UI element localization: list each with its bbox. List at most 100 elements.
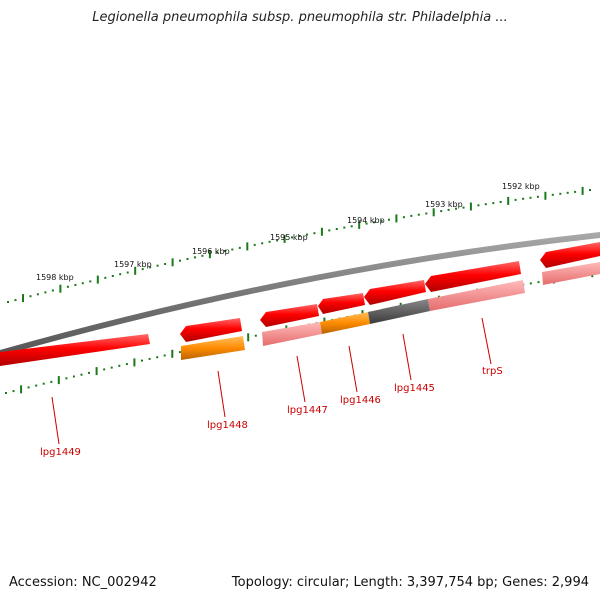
gene-trps-feature[interactable] bbox=[428, 280, 525, 311]
outer-ruler-minor-tick bbox=[29, 295, 32, 298]
outer-ruler-minor-tick bbox=[440, 210, 443, 213]
ruler-label-1598: 1598 kbp bbox=[36, 273, 74, 282]
outer-ruler-major-tick bbox=[134, 266, 137, 275]
gene-next-reverse-feature[interactable] bbox=[542, 262, 600, 285]
gene-lpg1446-forward[interactable] bbox=[318, 293, 365, 314]
outer-ruler-minor-tick bbox=[194, 256, 196, 259]
outer-ruler-minor-tick bbox=[425, 212, 428, 215]
inner-ruler-minor-tick bbox=[178, 351, 181, 354]
outer-ruler-minor-tick bbox=[335, 228, 338, 230]
outer-ruler bbox=[7, 186, 591, 303]
gene-lpg1445-forward[interactable] bbox=[364, 280, 426, 305]
genome-backbone bbox=[0, 232, 600, 356]
gene-lpg1448-feature[interactable] bbox=[181, 336, 245, 360]
inner-ruler-major-tick bbox=[171, 349, 174, 358]
outer-ruler-minor-tick bbox=[484, 203, 487, 206]
outer-ruler-minor-tick bbox=[261, 242, 264, 245]
inner-ruler-minor-tick bbox=[65, 377, 68, 380]
inner-ruler-minor-tick bbox=[110, 366, 113, 369]
gene-label-lpg1447[interactable]: lpg1447 bbox=[287, 405, 328, 416]
gene-next-forward[interactable] bbox=[540, 242, 600, 268]
outer-ruler-minor-tick bbox=[36, 293, 39, 296]
outer-ruler-minor-tick bbox=[477, 204, 480, 207]
ruler-label-1592: 1592 kbp bbox=[502, 182, 540, 191]
inner-ruler-minor-tick bbox=[118, 364, 121, 367]
accession-label: Accession: NC_002942 bbox=[9, 575, 157, 590]
outer-ruler-minor-tick bbox=[14, 299, 17, 302]
outer-ruler-minor-tick bbox=[380, 220, 383, 222]
outer-ruler-major-tick bbox=[96, 275, 99, 284]
inner-ruler-minor-tick bbox=[148, 357, 151, 360]
gene-label-lpg1446[interactable]: lpg1446 bbox=[340, 395, 381, 406]
outer-ruler-minor-tick bbox=[111, 275, 114, 277]
inner-ruler-minor-tick bbox=[254, 334, 257, 337]
outer-ruler-minor-tick bbox=[402, 216, 405, 219]
outer-ruler-minor-tick bbox=[66, 285, 69, 288]
outer-ruler-major-tick bbox=[507, 196, 510, 205]
ruler-label-1596: 1596 kbp bbox=[192, 247, 230, 256]
outer-ruler-minor-tick bbox=[514, 198, 517, 201]
outer-ruler-minor-tick bbox=[89, 280, 92, 283]
leader-lpg1447 bbox=[296, 355, 306, 403]
outer-ruler-major-tick bbox=[22, 294, 24, 303]
outer-ruler-minor-tick bbox=[492, 202, 495, 205]
gene-label-lpg1449[interactable]: lpg1449 bbox=[40, 447, 81, 458]
inner-ruler-minor-tick bbox=[50, 380, 53, 383]
outer-ruler-minor-tick bbox=[119, 273, 122, 276]
gene-lpg1447-feature[interactable] bbox=[262, 322, 322, 346]
outer-ruler-minor-tick bbox=[589, 189, 591, 191]
reverse-strand-track bbox=[0, 262, 600, 366]
gene-lpg1448-forward[interactable] bbox=[180, 318, 242, 342]
outer-ruler-minor-tick bbox=[7, 301, 9, 303]
inner-ruler-major-tick bbox=[133, 358, 136, 367]
ruler-label-1597: 1597 kbp bbox=[114, 260, 152, 269]
outer-ruler-major-tick bbox=[469, 202, 472, 211]
outer-ruler-minor-tick bbox=[574, 190, 577, 193]
gene-trps-forward[interactable] bbox=[425, 261, 521, 292]
leader-lpg1446 bbox=[348, 345, 358, 393]
outer-ruler-minor-tick bbox=[141, 268, 144, 271]
inner-ruler-minor-tick bbox=[125, 363, 128, 366]
outer-ruler-minor-tick bbox=[455, 207, 457, 210]
outer-ruler-minor-tick bbox=[447, 208, 450, 211]
outer-ruler-major-tick bbox=[320, 227, 323, 236]
gene-label-lpg1445[interactable]: lpg1445 bbox=[394, 383, 435, 394]
outer-ruler-minor-tick bbox=[253, 243, 256, 246]
outer-ruler-minor-tick bbox=[186, 258, 189, 260]
outer-ruler-minor-tick bbox=[566, 191, 569, 194]
map-title: Legionella pneumophila subsp. pneumophil… bbox=[92, 10, 508, 25]
gene-lpg1445-feature[interactable] bbox=[368, 299, 430, 324]
inner-ruler-major-tick bbox=[95, 367, 98, 376]
outer-ruler-minor-tick bbox=[164, 263, 167, 265]
gene-lpg1449-feature[interactable] bbox=[0, 334, 150, 366]
outer-ruler-minor-tick bbox=[74, 284, 77, 286]
outer-ruler-minor-tick bbox=[81, 282, 84, 285]
outer-ruler-minor-tick bbox=[522, 197, 525, 200]
outer-ruler-minor-tick bbox=[126, 271, 129, 274]
outer-ruler-minor-tick bbox=[179, 259, 181, 262]
leader-lpg1445 bbox=[402, 333, 412, 381]
outer-ruler-major-tick bbox=[358, 220, 361, 229]
inner-ruler-minor-tick bbox=[163, 354, 166, 357]
forward-strand-track bbox=[180, 242, 600, 342]
outer-ruler-major-tick bbox=[544, 191, 547, 200]
outer-ruler-major-tick bbox=[432, 208, 435, 217]
outer-ruler-minor-tick bbox=[231, 248, 234, 251]
outer-ruler-minor-tick bbox=[417, 213, 420, 216]
inner-ruler-minor-tick bbox=[27, 386, 30, 389]
gene-label-lpg1448[interactable]: lpg1448 bbox=[207, 420, 248, 431]
leader-lpg1448 bbox=[217, 370, 226, 418]
outer-ruler-minor-tick bbox=[365, 222, 368, 225]
inner-ruler-minor-tick bbox=[5, 392, 7, 394]
outer-ruler-minor-tick bbox=[298, 235, 301, 237]
gene-label-trps[interactable]: trpS bbox=[482, 366, 503, 377]
gene-lpg1447-forward[interactable] bbox=[260, 304, 319, 327]
outer-ruler-minor-tick bbox=[268, 240, 271, 243]
outer-ruler-minor-tick bbox=[388, 218, 390, 221]
outer-ruler-minor-tick bbox=[223, 250, 226, 252]
outer-ruler-minor-tick bbox=[104, 276, 107, 279]
gene-lpg1446-feature[interactable] bbox=[320, 312, 370, 334]
outer-ruler-major-tick bbox=[395, 214, 398, 223]
inner-ruler-minor-tick bbox=[141, 359, 143, 362]
